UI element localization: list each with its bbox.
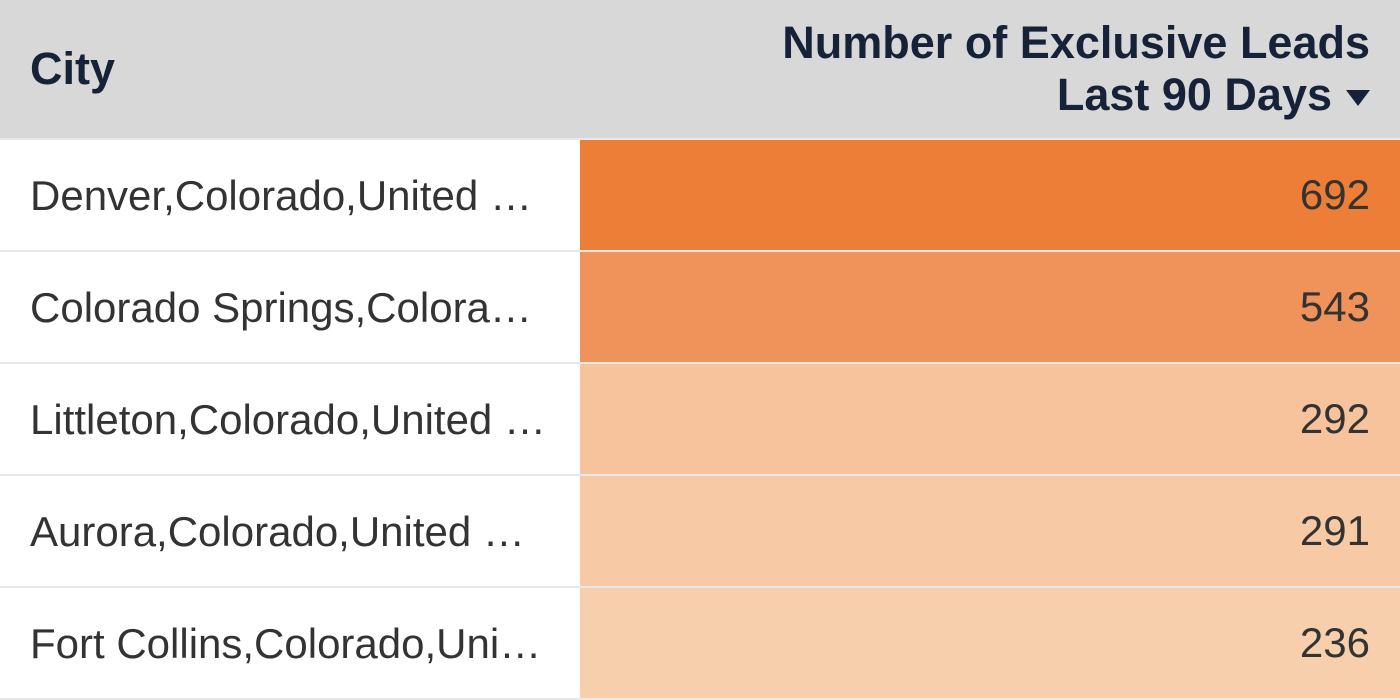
table-row[interactable]: Fort Collins,Colorado,United States 236 bbox=[0, 588, 1400, 700]
column-header-leads[interactable]: Number of Exclusive Leads Last 90 Days bbox=[580, 0, 1400, 138]
table-row[interactable]: Aurora,Colorado,United States 291 bbox=[0, 476, 1400, 588]
cell-city: Denver,Colorado,United States bbox=[0, 140, 580, 250]
column-header-leads-line2: Last 90 Days bbox=[1057, 69, 1332, 121]
cell-leads: 692 bbox=[580, 140, 1400, 250]
cell-city: Aurora,Colorado,United States bbox=[0, 476, 580, 586]
column-header-leads-line1: Number of Exclusive Leads bbox=[782, 17, 1370, 69]
cell-city: Colorado Springs,Colorado,United States bbox=[0, 252, 580, 362]
table-row[interactable]: Colorado Springs,Colorado,United States … bbox=[0, 252, 1400, 364]
cell-leads: 543 bbox=[580, 252, 1400, 362]
table-row[interactable]: Denver,Colorado,United States 692 bbox=[0, 140, 1400, 252]
leads-table: City Number of Exclusive Leads Last 90 D… bbox=[0, 0, 1400, 700]
sort-descending-icon bbox=[1346, 90, 1370, 106]
column-header-city[interactable]: City bbox=[0, 0, 580, 138]
table-header-row: City Number of Exclusive Leads Last 90 D… bbox=[0, 0, 1400, 140]
cell-leads: 236 bbox=[580, 588, 1400, 698]
cell-city: Fort Collins,Colorado,United States bbox=[0, 588, 580, 698]
cell-leads: 291 bbox=[580, 476, 1400, 586]
cell-city: Littleton,Colorado,United States bbox=[0, 364, 580, 474]
cell-leads: 292 bbox=[580, 364, 1400, 474]
table-row[interactable]: Littleton,Colorado,United States 292 bbox=[0, 364, 1400, 476]
